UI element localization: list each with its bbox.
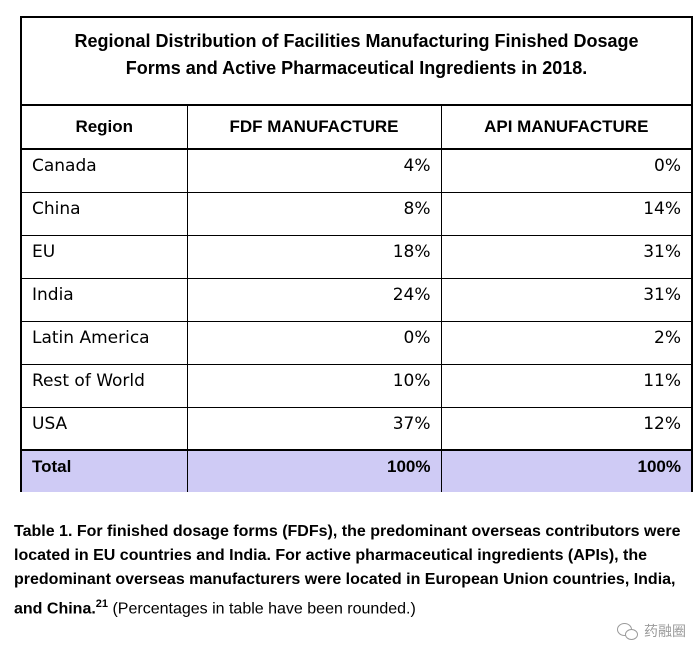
table-title-line-1: Regional Distribution of Facilities Manu… [74, 31, 639, 51]
api-cell: 14% [441, 192, 691, 236]
api-cell: 12% [441, 407, 691, 451]
api-cell: 2% [441, 321, 691, 365]
header-region: Region [22, 106, 188, 150]
fdf-cell: 0% [187, 321, 442, 365]
fdf-cell: 24% [187, 278, 442, 322]
fdf-cell: 10% [187, 364, 442, 408]
header-row: Region FDF MANUFACTURE API MANUFACTURE [22, 106, 691, 150]
region-cell: EU [22, 235, 188, 279]
watermark-text: 药融圈 [644, 623, 686, 639]
table-row: USA 37% 12% [22, 407, 691, 451]
region-cell: Rest of World [22, 364, 188, 408]
total-label: Total [22, 450, 188, 492]
region-cell: India [22, 278, 188, 322]
data-table: Region FDF MANUFACTURE API MANUFACTURE C… [22, 106, 691, 492]
total-row: Total 100% 100% [22, 450, 691, 492]
table-row: China 8% 14% [22, 192, 691, 236]
caption-bold-text: Table 1. For finished dosage forms (FDFs… [14, 523, 681, 618]
api-cell: 31% [441, 278, 691, 322]
region-cell: Canada [22, 149, 188, 193]
fdf-cell: 4% [187, 149, 442, 193]
header-fdf: FDF MANUFACTURE [187, 106, 442, 150]
table-row: Latin America 0% 2% [22, 321, 691, 365]
wechat-icon [617, 622, 639, 640]
table-row: Canada 4% 0% [22, 149, 691, 193]
table-caption: Table 1. For finished dosage forms (FDFs… [14, 520, 684, 621]
region-cell: USA [22, 407, 188, 451]
table-row: EU 18% 31% [22, 235, 691, 279]
fdf-cell: 8% [187, 192, 442, 236]
region-cell: China [22, 192, 188, 236]
distribution-table: Regional Distribution of Facilities Manu… [20, 16, 693, 492]
table-title: Regional Distribution of Facilities Manu… [22, 18, 691, 106]
total-fdf: 100% [187, 450, 442, 492]
fdf-cell: 37% [187, 407, 442, 451]
caption-note: (Percentages in table have been rounded.… [108, 600, 416, 618]
api-cell: 0% [441, 149, 691, 193]
region-cell: Latin America [22, 321, 188, 365]
fdf-cell: 18% [187, 235, 442, 279]
header-api: API MANUFACTURE [441, 106, 691, 150]
api-cell: 11% [441, 364, 691, 408]
watermark: 药融圈 [617, 621, 686, 641]
table-row: Rest of World 10% 11% [22, 364, 691, 408]
caption-reference: 21 [95, 598, 109, 610]
total-api: 100% [441, 450, 691, 492]
table-title-line-2: Forms and Active Pharmaceutical Ingredie… [125, 58, 588, 78]
table-row: India 24% 31% [22, 278, 691, 322]
api-cell: 31% [441, 235, 691, 279]
